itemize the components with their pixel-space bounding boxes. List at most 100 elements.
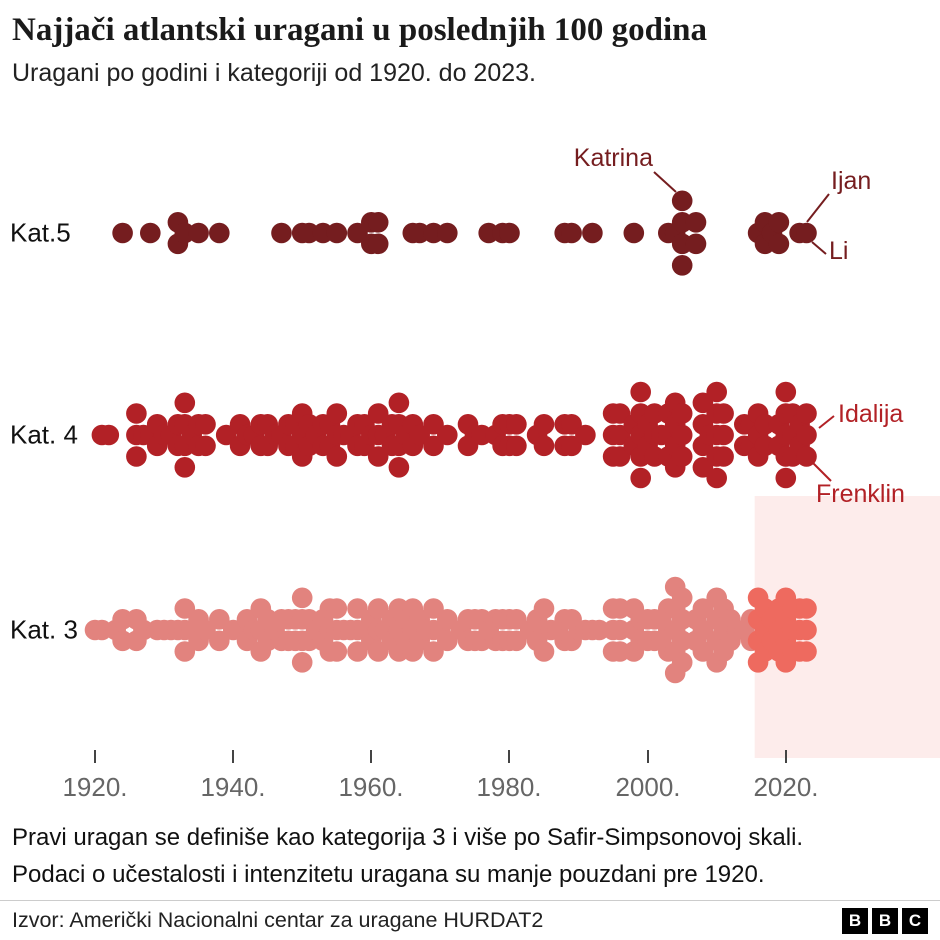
hurricane-dot[interactable] bbox=[796, 641, 817, 662]
annotation-katrina: Katrina bbox=[573, 143, 653, 172]
hurricane-dot[interactable] bbox=[326, 446, 348, 467]
hurricane-dot[interactable] bbox=[423, 598, 444, 619]
hurricane-dot[interactable] bbox=[768, 211, 790, 233]
chart-header: Najjači atlantski uragani u poslednjih 1… bbox=[0, 0, 940, 88]
hurricane-dot[interactable] bbox=[499, 222, 520, 244]
hurricane-dot[interactable] bbox=[126, 403, 147, 424]
row-label-kat4: Kat. 4 bbox=[10, 419, 78, 450]
hurricane-dot[interactable] bbox=[174, 392, 196, 414]
hurricane-dot[interactable] bbox=[326, 641, 348, 662]
hurricane-dot[interactable] bbox=[630, 467, 651, 489]
hurricane-dot[interactable] bbox=[388, 392, 410, 414]
hurricane-dot[interactable] bbox=[561, 222, 582, 244]
hurricane-dot[interactable] bbox=[713, 446, 734, 467]
hurricane-dot[interactable] bbox=[126, 446, 147, 467]
hurricane-dot[interactable] bbox=[623, 222, 645, 244]
chart-subtitle: Uragani po godini i kategoriji od 1920. … bbox=[12, 58, 536, 87]
hurricane-dot[interactable] bbox=[796, 403, 817, 424]
hurricane-dot[interactable] bbox=[533, 413, 555, 435]
hurricane-dot[interactable] bbox=[768, 233, 790, 255]
hurricane-dot[interactable] bbox=[437, 630, 458, 652]
hurricane-dot[interactable] bbox=[775, 467, 797, 489]
hurricane-dot[interactable] bbox=[326, 222, 348, 244]
hurricane-dot[interactable] bbox=[195, 435, 216, 457]
hurricane-dot[interactable] bbox=[326, 598, 348, 619]
hurricane-dot[interactable] bbox=[561, 435, 582, 457]
hurricane-dot[interactable] bbox=[796, 598, 817, 619]
source-bar: Izvor: Američki Nacionalni centar za ura… bbox=[0, 899, 940, 940]
hurricane-dot[interactable] bbox=[713, 403, 734, 424]
hurricane-dot[interactable] bbox=[174, 598, 196, 619]
hurricane-dot[interactable] bbox=[140, 222, 161, 244]
hurricane-dot[interactable] bbox=[367, 233, 389, 255]
hurricane-dot[interactable] bbox=[671, 446, 693, 467]
hurricane-dot[interactable] bbox=[506, 630, 527, 652]
x-tick-mark bbox=[370, 749, 372, 763]
hurricane-dot[interactable] bbox=[291, 587, 313, 609]
x-tick-mark bbox=[508, 749, 510, 763]
hurricane-dot[interactable] bbox=[437, 222, 458, 244]
hurricane-dot[interactable] bbox=[533, 641, 555, 662]
hurricane-dot[interactable] bbox=[671, 587, 693, 609]
x-tick-label-2000: 2000. bbox=[615, 771, 681, 802]
hurricane-dot[interactable] bbox=[796, 619, 817, 641]
hurricane-dot[interactable] bbox=[671, 190, 693, 212]
row-label-kat3: Kat. 3 bbox=[10, 614, 78, 645]
hurricane-dot[interactable] bbox=[209, 222, 230, 244]
x-tick-label-1920: 1920. bbox=[62, 771, 128, 802]
hurricane-dot[interactable] bbox=[367, 598, 389, 619]
hurricane-dot[interactable] bbox=[533, 598, 555, 619]
hurricane-dot[interactable] bbox=[671, 403, 693, 424]
hurricane-dot[interactable] bbox=[326, 403, 348, 424]
hurricane-dot[interactable] bbox=[775, 381, 797, 403]
hurricane-dot[interactable] bbox=[506, 413, 527, 435]
hurricane-dot[interactable] bbox=[112, 222, 133, 244]
hurricane-dot[interactable] bbox=[437, 424, 458, 446]
bbc-logo-letter-c: C bbox=[902, 907, 928, 934]
chart-canvas bbox=[84, 171, 940, 758]
x-tick-label-1960: 1960. bbox=[338, 771, 404, 802]
hurricane-dot[interactable] bbox=[706, 381, 727, 403]
hurricane-dot[interactable] bbox=[188, 222, 209, 244]
hurricane-dot[interactable] bbox=[388, 456, 410, 478]
row-label-kat5: Kat.5 bbox=[10, 217, 71, 248]
hurricane-dot[interactable] bbox=[271, 222, 292, 244]
hurricane-dot[interactable] bbox=[796, 446, 817, 467]
x-tick-mark bbox=[785, 749, 787, 763]
hurricane-dot[interactable] bbox=[347, 598, 368, 619]
annotation-li: Li bbox=[829, 236, 849, 265]
annotation-frenklin: Frenklin bbox=[816, 479, 905, 508]
hurricane-dot[interactable] bbox=[796, 424, 817, 446]
bbc-logo-letter-b2: B bbox=[872, 907, 898, 934]
hurricane-dot[interactable] bbox=[671, 651, 693, 673]
hurricane-dot[interactable] bbox=[423, 435, 444, 457]
annotation-ijan: Ijan bbox=[831, 166, 872, 195]
hurricane-dot[interactable] bbox=[685, 233, 707, 255]
hurricane-dot[interactable] bbox=[609, 403, 631, 424]
hurricane-dot[interactable] bbox=[685, 211, 707, 233]
hurricane-dot[interactable] bbox=[671, 254, 693, 276]
chart-title: Najjači atlantski uragani u poslednjih 1… bbox=[12, 12, 707, 48]
x-tick-mark bbox=[232, 749, 234, 763]
hurricane-dot[interactable] bbox=[796, 222, 817, 244]
hurricane-dot[interactable] bbox=[174, 456, 196, 478]
hurricane-dot[interactable] bbox=[195, 413, 216, 435]
hurricane-dot[interactable] bbox=[291, 651, 313, 673]
footnotes: Pravi uragan se definiše kao kategorija … bbox=[0, 810, 940, 890]
hurricane-dot[interactable] bbox=[582, 222, 603, 244]
hurricane-dot[interactable] bbox=[713, 424, 734, 446]
hurricane-dot[interactable] bbox=[209, 630, 230, 652]
hurricane-dot[interactable] bbox=[209, 608, 230, 630]
hurricane-dot[interactable] bbox=[575, 424, 596, 446]
hurricane-dot[interactable] bbox=[215, 424, 237, 446]
x-tick-mark bbox=[94, 749, 96, 763]
hurricane-dot[interactable] bbox=[533, 435, 555, 457]
hurricane-dot[interactable] bbox=[506, 435, 527, 457]
hurricane-dot[interactable] bbox=[630, 381, 651, 403]
hurricane-dot[interactable] bbox=[367, 403, 389, 424]
hurricane-dot[interactable] bbox=[671, 424, 693, 446]
hurricane-dot[interactable] bbox=[706, 467, 727, 489]
hurricane-dot[interactable] bbox=[98, 424, 120, 446]
hurricane-dot[interactable] bbox=[367, 211, 389, 233]
